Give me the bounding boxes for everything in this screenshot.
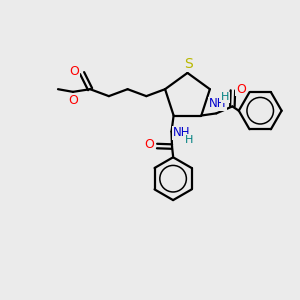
Text: S: S [184,57,192,71]
Text: H: H [185,135,193,145]
Text: O: O [69,65,79,78]
Text: NH: NH [208,97,226,110]
Text: O: O [69,94,79,107]
Text: H: H [221,92,230,102]
Text: NH: NH [173,126,190,139]
Text: O: O [145,139,154,152]
Text: O: O [236,83,246,96]
